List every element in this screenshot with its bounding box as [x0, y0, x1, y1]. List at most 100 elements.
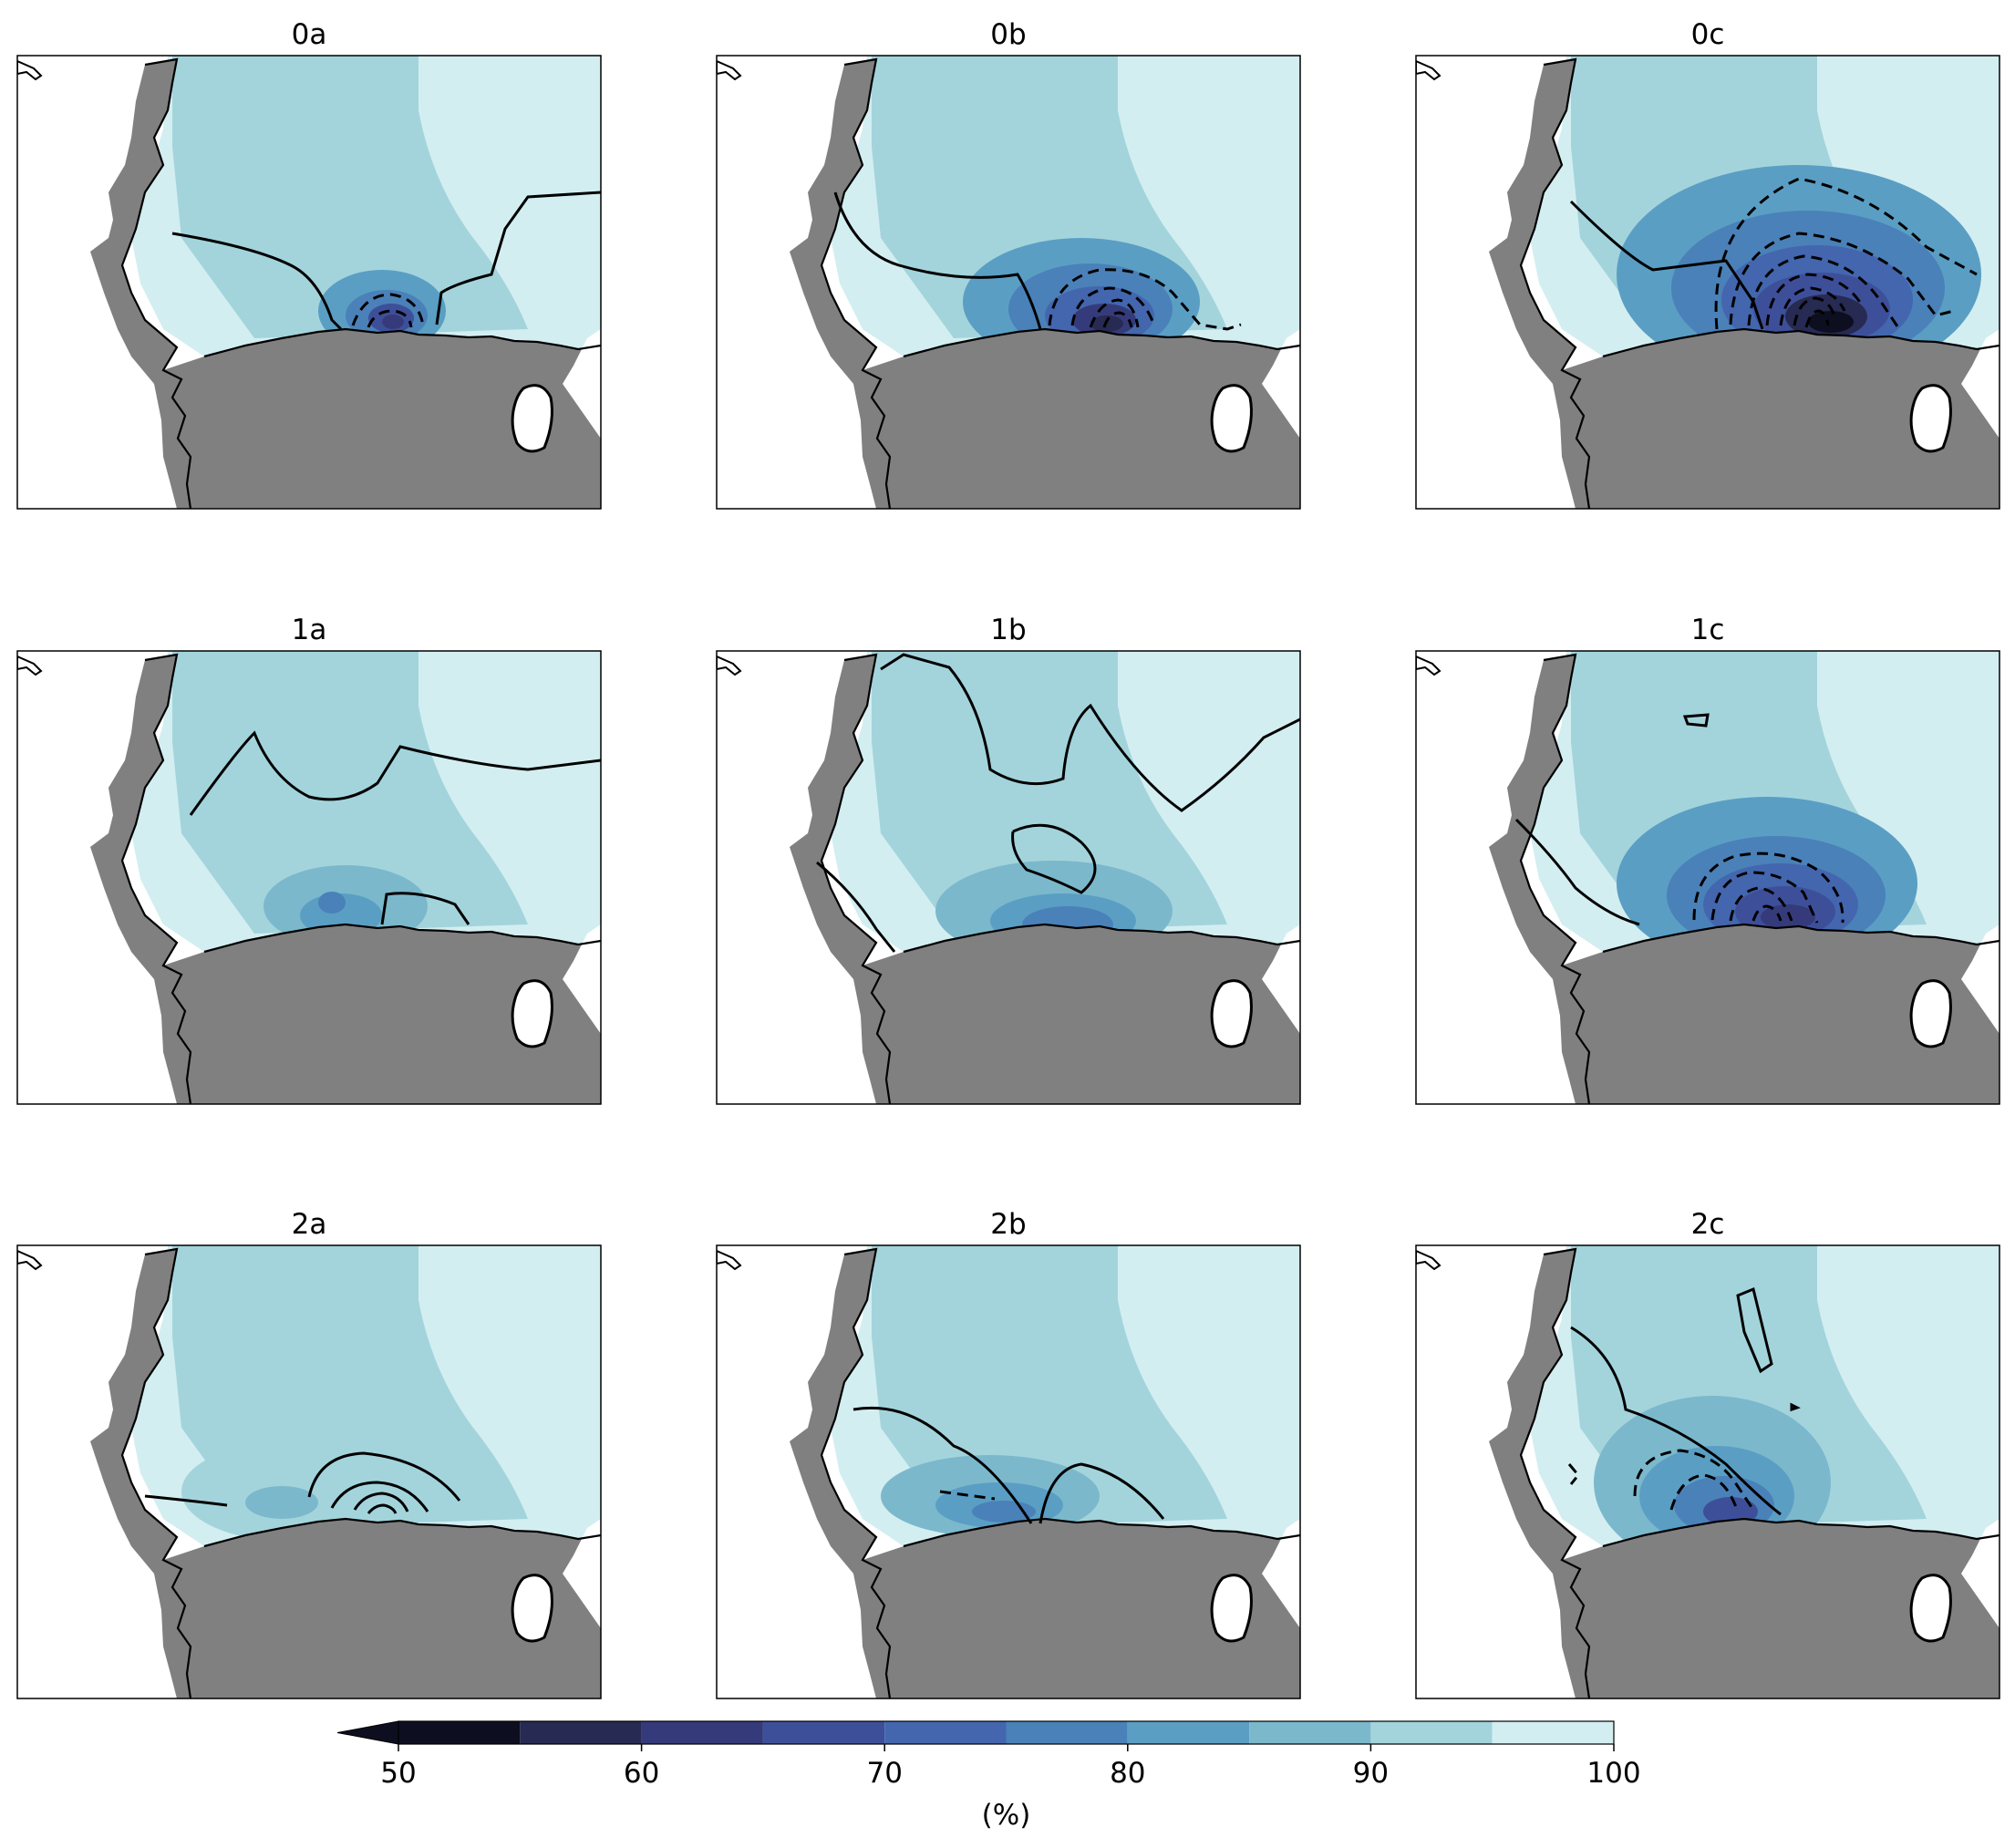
field-contour-blob — [1808, 311, 1854, 333]
coastal-water — [563, 924, 601, 1034]
panel-frame — [1415, 55, 2000, 510]
ice-shelf — [790, 59, 890, 509]
map-panel-2b: 2b — [716, 1208, 1301, 1699]
coastline — [120, 653, 192, 1104]
ice-shelf — [90, 655, 191, 1104]
island — [1909, 979, 1952, 1048]
contour-solid — [189, 730, 601, 816]
colorbar-swatch — [641, 1721, 763, 1744]
panel-frame — [16, 1244, 602, 1699]
antarctic-land — [1562, 329, 2000, 509]
coastal-water — [1961, 1519, 2000, 1628]
panel-frame — [1415, 1244, 2000, 1699]
panel-frame — [716, 55, 1301, 510]
colorbar-label: (%) — [982, 1799, 1031, 1832]
colorbar-tick-label: 60 — [624, 1757, 659, 1790]
colorbar-tick-label: 50 — [380, 1757, 416, 1790]
coastline — [903, 327, 1300, 358]
field-90-95 — [172, 651, 528, 934]
contour-dashed — [1089, 298, 1140, 328]
contour-solid — [1514, 818, 1640, 926]
contour-dashed — [1048, 268, 1242, 331]
antarctic-land — [1562, 924, 2000, 1104]
map-body — [1416, 1245, 2000, 1698]
panel-frame — [716, 1244, 1301, 1699]
colorbar-tick-label: 90 — [1353, 1757, 1389, 1790]
ice-shelf — [1489, 655, 1589, 1104]
island — [1416, 655, 1442, 676]
contour-dashed — [1747, 254, 1901, 330]
coastline — [1602, 327, 2000, 358]
coastline — [820, 57, 892, 509]
contour-solid — [1570, 1326, 1782, 1516]
contour-dashed — [1692, 852, 1844, 924]
map-panel-0a: 0a — [16, 18, 602, 510]
island — [717, 1249, 742, 1271]
contour-dashed — [1567, 1463, 1580, 1485]
panel-title: 0c — [1691, 18, 1725, 51]
contour-solid — [435, 191, 601, 325]
contour-dashed — [1793, 296, 1837, 326]
island — [1210, 979, 1253, 1048]
island — [1210, 1574, 1253, 1643]
colorbar-extend-min — [336, 1720, 399, 1745]
coastal-water — [563, 329, 601, 439]
ice-shelf — [1489, 1249, 1589, 1698]
antarctic-land — [163, 1519, 601, 1698]
panel-frame — [716, 650, 1301, 1105]
panel-frame — [16, 650, 602, 1105]
map-panel-2a: 2a — [16, 1208, 602, 1699]
colorbar-swatch — [762, 1721, 885, 1744]
field-contour-blob — [318, 892, 346, 914]
coastline — [820, 653, 892, 1104]
panel-title: 1a — [292, 614, 327, 646]
panel-title: 0a — [292, 18, 327, 51]
map-body — [717, 651, 1300, 1104]
island — [17, 1249, 43, 1271]
panel-frame — [16, 55, 602, 510]
contour-solid — [367, 1503, 398, 1514]
ice-shelf — [1489, 59, 1589, 509]
map-body — [717, 1245, 1300, 1698]
coastline — [903, 1517, 1300, 1548]
contour-solid — [171, 232, 343, 331]
field-90-95 — [872, 651, 1227, 934]
field-contour-blob — [382, 315, 404, 329]
panel-frame — [1415, 650, 2000, 1105]
map-body — [17, 651, 601, 1104]
coastline — [903, 923, 1300, 954]
coastal-water — [1262, 924, 1300, 1034]
contour-dashed — [1752, 904, 1782, 922]
island — [511, 384, 553, 453]
contour-dashed — [351, 293, 425, 326]
contour-solid — [330, 1481, 429, 1512]
map-panel-1c: 1c — [1415, 614, 2000, 1105]
colorbar-swatch — [520, 1721, 642, 1744]
contour-solid — [380, 892, 470, 925]
coastline — [203, 1517, 601, 1548]
coastline — [120, 1247, 192, 1698]
island — [717, 59, 742, 81]
island — [1416, 59, 1442, 81]
panel-title: 0b — [990, 18, 1026, 51]
contour-dashed — [1804, 309, 1830, 328]
island — [17, 59, 43, 81]
contour-solid — [1038, 1462, 1165, 1524]
colorbar: 50 60 70 80 90 100 (%) — [336, 1720, 1641, 1832]
contour-dashed — [1779, 286, 1846, 326]
contour-solid — [833, 191, 1042, 330]
coastal-water — [563, 1519, 601, 1628]
map-panel-1b: 1b — [716, 614, 1301, 1105]
contour-dashed — [367, 309, 413, 328]
map-body — [17, 56, 601, 509]
colorbar-swatch — [1370, 1721, 1493, 1744]
coastline — [1602, 1517, 2000, 1548]
colorbar-tick-label: 70 — [866, 1757, 902, 1790]
colorbar-swatch — [1249, 1721, 1371, 1744]
contour-solid — [1569, 200, 1764, 330]
ice-shelf — [790, 655, 890, 1104]
field-90-95 — [172, 56, 528, 338]
panel-title: 2c — [1691, 1208, 1725, 1241]
contour-solid — [1682, 713, 1710, 728]
